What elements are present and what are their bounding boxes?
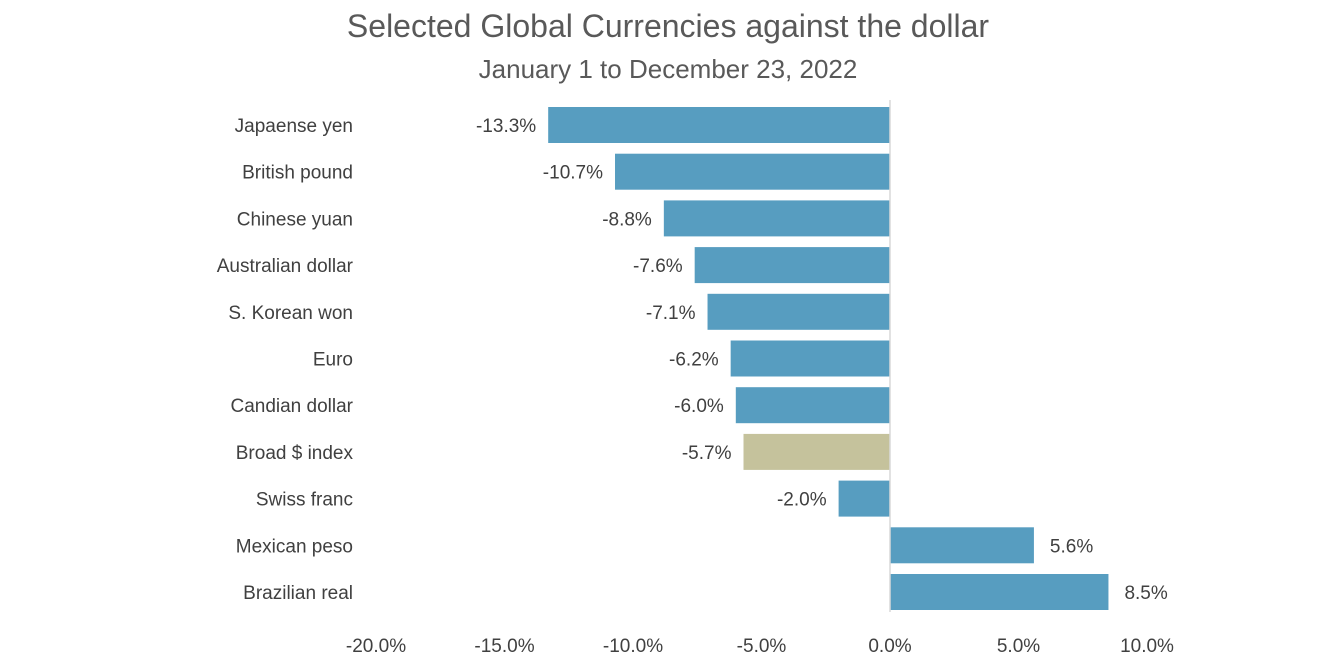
x-tick-label: -15.0% (474, 636, 534, 657)
chart-title: Selected Global Currencies against the d… (346, 8, 990, 44)
x-tick-label: 0.0% (868, 636, 911, 657)
bar (663, 200, 890, 237)
category-label: Euro (313, 350, 353, 371)
category-label: Australian dollar (217, 256, 354, 277)
category-label: British pound (242, 163, 353, 184)
bar (707, 293, 890, 330)
category-label: Japaense yen (235, 116, 353, 137)
bar (735, 387, 890, 424)
x-tick-label: -5.0% (737, 636, 787, 657)
bar (615, 153, 890, 190)
data-label: -6.2% (669, 350, 719, 371)
category-label: Candian dollar (230, 396, 353, 417)
x-tick-label: -10.0% (603, 636, 663, 657)
bar (838, 480, 890, 517)
category-label: Swiss franc (256, 490, 353, 511)
data-label: 5.6% (1050, 536, 1093, 557)
bar (743, 433, 890, 470)
chart-subtitle: January 1 to December 23, 2022 (478, 54, 858, 84)
data-label: -5.7% (682, 443, 732, 464)
category-label: Broad $ index (236, 443, 354, 464)
category-label: S. Korean won (228, 303, 353, 324)
bar (548, 107, 890, 143)
data-label: -7.6% (633, 256, 683, 277)
bar (890, 574, 1109, 610)
category-label: Mexican peso (236, 536, 353, 557)
category-label: Brazilian real (243, 583, 353, 604)
labels-layer: Japaense yen -13.3% British pound -10.7% Chi… (217, 116, 1174, 657)
bars-layer (548, 107, 1109, 610)
data-label: -7.1% (646, 303, 696, 324)
x-tick-label: -20.0% (346, 636, 406, 657)
bar (890, 527, 1034, 564)
data-label: -10.7% (543, 163, 603, 184)
data-label: -2.0% (777, 490, 827, 511)
bar (694, 247, 890, 284)
data-label: -6.0% (674, 396, 724, 417)
x-tick-label: 10.0% (1120, 636, 1174, 657)
data-label: -13.3% (476, 116, 536, 137)
x-tick-label: 5.0% (997, 636, 1040, 657)
data-label: 8.5% (1124, 583, 1167, 604)
data-label: -8.8% (602, 209, 652, 230)
bar (730, 340, 890, 377)
category-label: Chinese yuan (237, 209, 353, 230)
